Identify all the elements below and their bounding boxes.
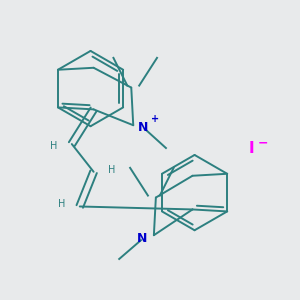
- Text: I: I: [248, 140, 254, 155]
- Text: N: N: [137, 232, 147, 245]
- Text: H: H: [108, 165, 115, 175]
- Text: +: +: [151, 114, 159, 124]
- Text: −: −: [258, 136, 268, 150]
- Text: N: N: [138, 121, 148, 134]
- Text: H: H: [50, 141, 58, 151]
- Text: H: H: [58, 200, 66, 209]
